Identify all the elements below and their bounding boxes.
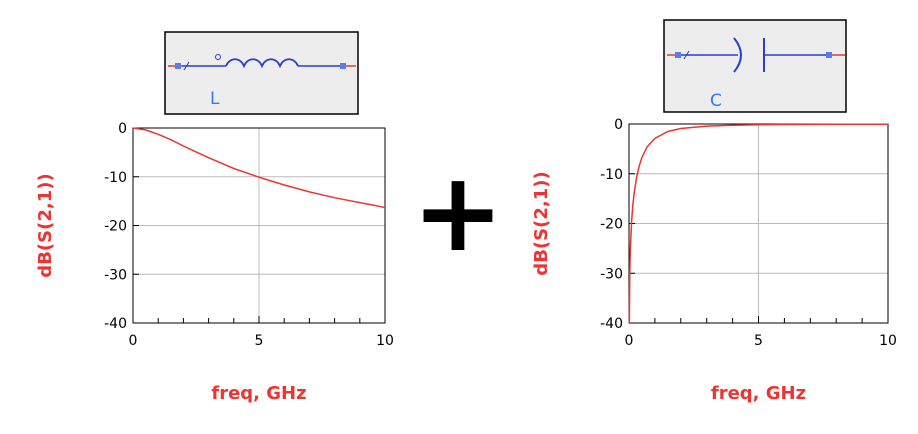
y-tick-label: -10 xyxy=(600,167,623,183)
y-tick-label: -40 xyxy=(600,316,623,332)
inductor-symbol-icon xyxy=(168,54,356,71)
plus-operator: + xyxy=(412,148,504,276)
capacitor-box xyxy=(663,19,847,113)
x-tick-label: 10 xyxy=(376,333,394,349)
x-tick-label: 10 xyxy=(879,333,897,349)
y-axis-title: dB(S(2,1)) xyxy=(531,171,552,275)
chart-inductor: 0 5 10 0 -10 -20 -30 -40 freq, GHz dB(S(2,1)) xyxy=(35,121,394,404)
y-tick-label: -30 xyxy=(600,266,623,282)
y-tick-label: -20 xyxy=(600,217,623,233)
capacitor-component: C xyxy=(663,19,847,113)
y-tick-label: -30 xyxy=(104,267,127,283)
inductor-label: L xyxy=(210,89,220,109)
y-tick-label: 0 xyxy=(118,121,127,137)
capacitor-label: C xyxy=(710,91,722,111)
series-line xyxy=(132,127,386,209)
y-tick-label: -10 xyxy=(104,170,127,186)
x-tick-label: 0 xyxy=(129,333,138,349)
y-axis-title: dB(S(2,1)) xyxy=(35,173,56,277)
y-tick-label: -40 xyxy=(104,316,127,332)
y-tick-label: -20 xyxy=(104,219,127,235)
series-line xyxy=(628,123,888,324)
x-tick-label: 0 xyxy=(625,333,634,349)
inductor-box xyxy=(164,31,359,115)
x-axis-title: freq, GHz xyxy=(711,383,806,404)
x-axis-title: freq, GHz xyxy=(211,383,306,404)
capacitor-symbol-icon xyxy=(667,37,845,73)
chart-capacitor: 0 5 10 0 -10 -20 -30 -40 freq, GHz dB(S(2,1)) xyxy=(531,117,897,404)
inductor-component: L xyxy=(164,31,359,115)
y-tick-label: 0 xyxy=(614,117,623,133)
x-tick-label: 5 xyxy=(754,333,763,349)
x-tick-label: 5 xyxy=(255,333,264,349)
